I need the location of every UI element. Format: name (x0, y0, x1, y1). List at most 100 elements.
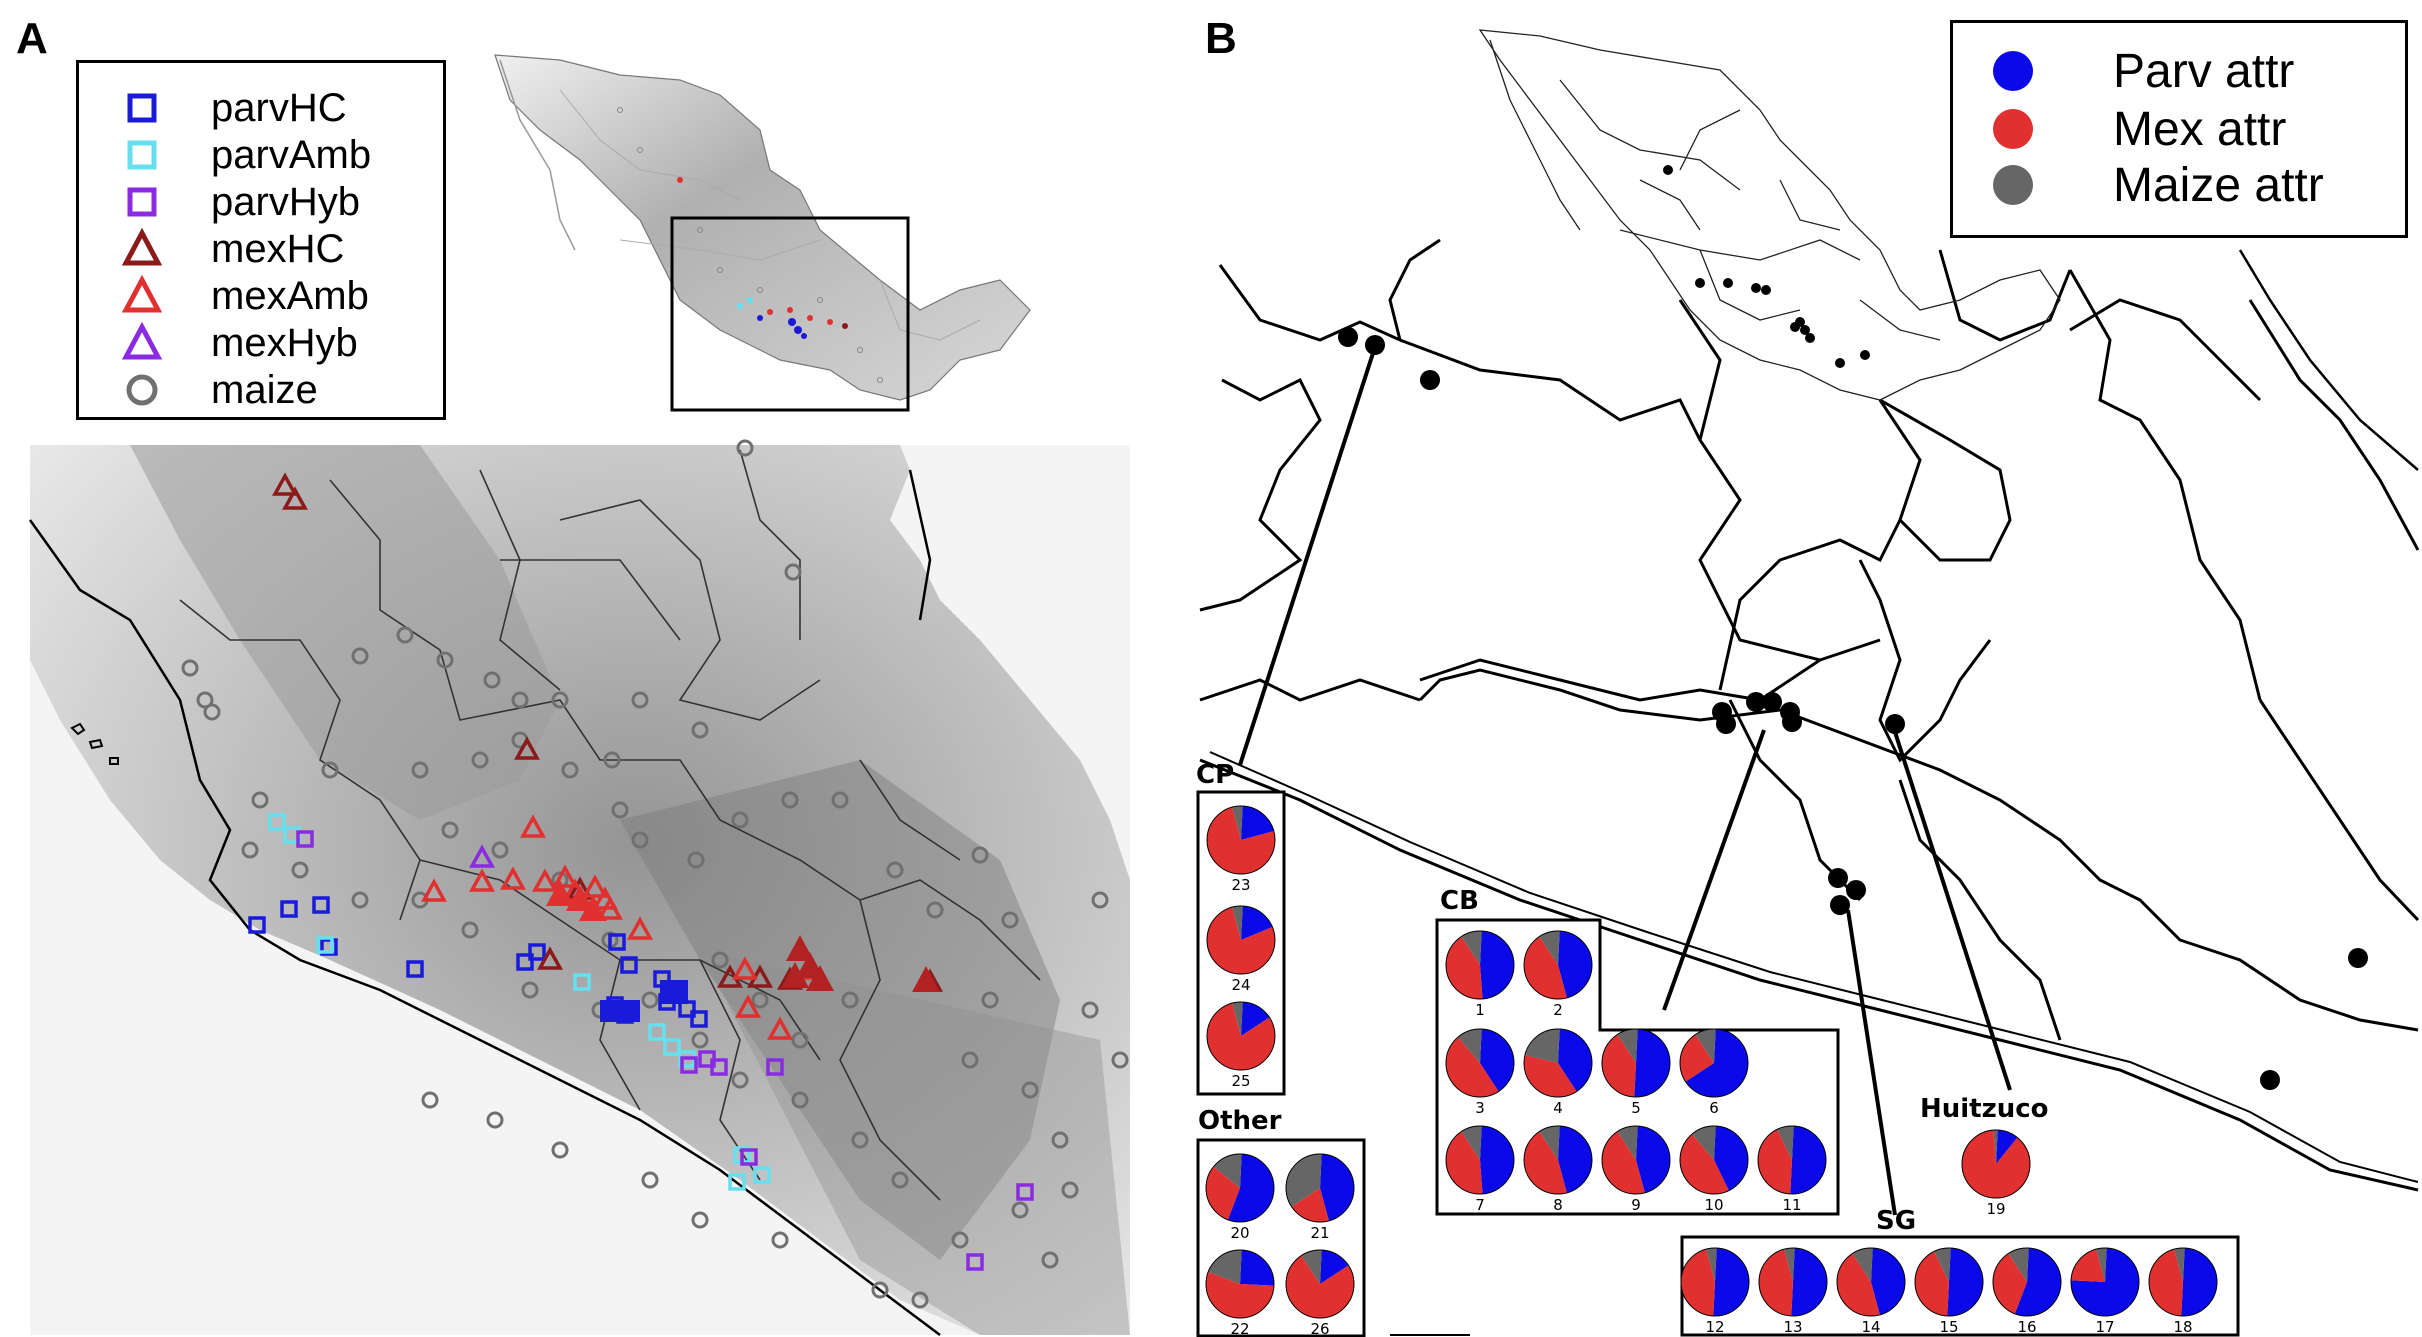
pie-slice-maize (1213, 1154, 1242, 1188)
pie-slice-mex (1285, 1255, 1354, 1318)
pie-slice-mex (1992, 1253, 2027, 1314)
pie-slice-maize (1539, 1126, 1560, 1160)
pie-slice-parv (1241, 806, 1274, 840)
legend-item-mexamb: mexAmb (119, 273, 369, 319)
pie-outline (1992, 1247, 2062, 1317)
pie-slice-parv (1713, 1248, 1749, 1316)
pie-number-label: 19 (1986, 1200, 2005, 1218)
pie-number-label: 23 (1231, 876, 1250, 894)
pie-slice-parv (1996, 1130, 2018, 1164)
pie-slice-mex (1445, 936, 1483, 999)
pie-slice-mex (1523, 1131, 1567, 1195)
pie-outline (2070, 1247, 2140, 1317)
pie-number-label: 3 (1475, 1099, 1485, 1117)
pie-number-label: 21 (1310, 1224, 1329, 1242)
pie-outline (1523, 1028, 1593, 1098)
pie-slice-mex (1523, 936, 1567, 999)
pie-outline (1206, 1001, 1276, 1071)
pie-slice-parv (1480, 1029, 1514, 1092)
pie-number-label: 13 (1783, 1318, 1802, 1336)
pie-slice-parv (1227, 1154, 1274, 1222)
pie-number-label: 26 (1310, 1320, 1329, 1337)
legend-panel-b: Parv attr Mex attr Maize attr (1950, 20, 2408, 238)
pie-number-label: 8 (1553, 1196, 1563, 1214)
pie-slice-maize (2096, 1248, 2107, 1282)
pie-6: 6 (1679, 1028, 1749, 1117)
pie-slice-maize (1691, 1126, 1716, 1160)
pie-slice-parv (1714, 1126, 1749, 1191)
pie-5: 5 (1601, 1028, 1671, 1117)
pie-number-label: 5 (1631, 1099, 1641, 1117)
square-marker-icon (127, 140, 157, 170)
group-label-sg: SG (1876, 1206, 1917, 1236)
pie-slice-parv (1558, 931, 1593, 998)
pie-outline (1206, 805, 1276, 875)
pie-outline (1205, 1249, 1275, 1319)
pie-21: 21 (1285, 1153, 1355, 1242)
pie-slice-parv (2181, 1248, 2217, 1316)
legend-panel-a: parvHC parvAmb parvHyb mexHC mexAmb mexH… (76, 60, 446, 420)
pie-slice-mex (1915, 1251, 1949, 1316)
pie-slice-mex (1601, 1034, 1636, 1097)
group-label-huitzuco: Huitzuco (1920, 1094, 2049, 1124)
pie-slice-parv (1241, 906, 1273, 940)
pie-slice-maize (1539, 931, 1560, 965)
legend-label: mexHC (211, 226, 345, 271)
pie-outline (1680, 1247, 1750, 1317)
pie-slice-parv (1240, 1250, 1274, 1286)
pie-18: 18 (2148, 1247, 2218, 1336)
pie-outline (2148, 1247, 2218, 1317)
pie-slice-maize (1695, 1029, 1716, 1063)
panel-b-sample-points (1338, 327, 2368, 1090)
pie-number-label: 22 (1230, 1320, 1249, 1337)
pie-19: 19 (1961, 1129, 2031, 1218)
legend-item-parvamb: parvAmb (119, 132, 371, 178)
pie-outline (1285, 1153, 1355, 1223)
pie-outline (1679, 1028, 1749, 1098)
pie-12: 12 (1680, 1247, 1750, 1336)
pie-slice-mex (1601, 1131, 1645, 1195)
legend-label: parvAmb (211, 132, 372, 177)
pie-slice-maize (2008, 1248, 2029, 1282)
pie-number-label: 12 (1705, 1318, 1724, 1336)
pie-slice-maize (1934, 1248, 1951, 1282)
pie-slice-maize (1852, 1248, 1873, 1282)
pie-slice-parv (2071, 1248, 2139, 1316)
pie-slice-parv (1558, 1029, 1592, 1092)
pie-outline (1523, 1125, 1593, 1195)
group-label-cb: CB (1440, 886, 1479, 916)
pie-17: 17 (2070, 1247, 2140, 1336)
triangle-marker-icon (121, 227, 163, 266)
pie-25: 25 (1206, 1001, 1276, 1090)
group-label-cp: CP (1196, 760, 1235, 790)
pie-outline (1601, 1028, 1671, 1098)
pie-slice-parv (1241, 1002, 1270, 1036)
pie-number-label: 1 (1475, 1001, 1485, 1019)
pie-number-label: 9 (1631, 1196, 1641, 1214)
pie-slice-parv (1480, 931, 1515, 999)
pie-slice-mex (1207, 907, 1275, 974)
pie-outline (1523, 930, 1593, 1000)
panel-a-inset-map (494, 54, 1031, 412)
pie-slice-maize (1784, 1248, 1795, 1282)
panel-b-inset-points (1663, 165, 1870, 368)
pie-number-label: 11 (1782, 1196, 1801, 1214)
legend-item-mex-attr: Mex attr (1993, 101, 2286, 157)
pie-slice-parv (1871, 1248, 1906, 1315)
pie-16: 16 (1992, 1247, 2062, 1336)
pie-slice-parv (1947, 1248, 1983, 1317)
pie-15: 15 (1914, 1247, 1984, 1336)
pie-slice-maize (1617, 1029, 1638, 1063)
pie-2: 2 (1523, 930, 1593, 1019)
pie-slice-mex (1206, 1166, 1240, 1220)
pie-slice-maize (1461, 931, 1482, 965)
pie-slice-mex (1207, 1003, 1275, 1070)
pie-slice-maize (1617, 1126, 1638, 1160)
pie-number-label: 7 (1475, 1196, 1485, 1214)
pie-8: 8 (1523, 1125, 1593, 1214)
pie-9: 9 (1601, 1125, 1671, 1214)
pie-slice-parv (1685, 1029, 1748, 1097)
pie-number-label: 6 (1709, 1099, 1719, 1117)
legend-label: Mex attr (2113, 102, 2287, 156)
